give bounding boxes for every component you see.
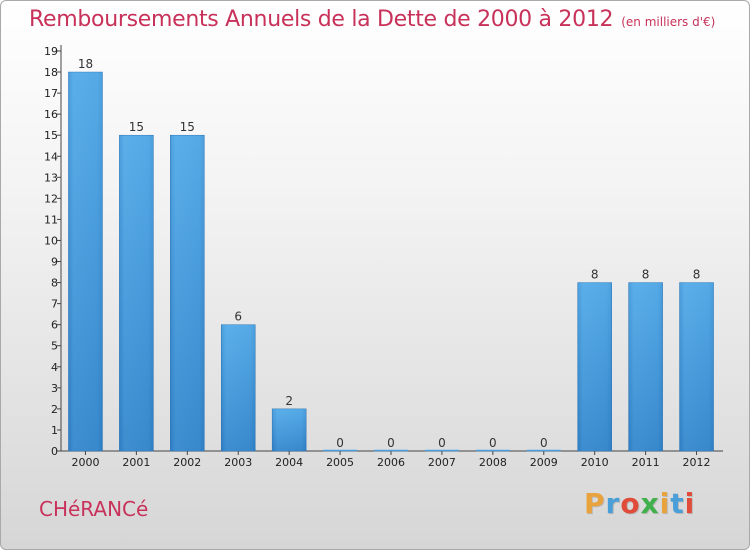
y-tick-label: 9 [51,256,58,269]
logo-letter: P [584,487,606,520]
bar-value-label: 0 [387,436,395,450]
bar-value-label: 15 [129,120,144,134]
y-tick-label: 13 [44,171,58,184]
x-tick-label: 2012 [683,456,711,469]
logo-letter: o [620,487,641,520]
bar-shine [272,408,307,451]
y-tick-label: 12 [44,192,58,205]
bar-shine [119,135,154,452]
x-tick-label: 2000 [71,456,99,469]
bar-shine [679,282,714,451]
chart-title-text: Remboursements Annuels de la Dette de 20… [29,7,614,32]
bar-value-label: 2 [285,394,293,408]
chart-labels: 18 15 15 6 2 0 0 0 0 0 8 8 8 [78,57,701,450]
logo-letter: r [605,487,621,520]
y-tick-label: 7 [51,298,58,311]
y-tick-label: 8 [51,277,58,290]
x-tick-label: 2003 [224,456,252,469]
chart-bars [68,71,714,452]
y-tick-label: 11 [44,213,58,226]
chart-title: Remboursements Annuels de la Dette de 20… [29,7,715,32]
proxiti-logo: Proxiti [584,487,695,520]
bar-value-label: 8 [642,268,650,282]
y-tick-label: 16 [44,108,58,121]
y-tick-label: 2 [51,403,58,416]
y-tick-label: 0 [51,445,58,458]
x-tick-label: 2006 [377,456,405,469]
x-tick-label: 2005 [326,456,354,469]
bar-value-label: 8 [693,268,701,282]
logo-letter: x [640,487,660,520]
y-tick-label: 15 [44,129,58,142]
bar-shine [221,324,256,451]
y-tick-label: 19 [44,45,58,58]
bar-value-label: 0 [489,436,497,450]
x-tick-label: 2004 [275,456,303,469]
bar-value-label: 15 [180,120,195,134]
bar-value-label: 6 [234,310,242,324]
logo-letter: i [659,487,671,520]
y-tick-label: 1 [51,424,58,437]
x-tick-label: 2009 [530,456,558,469]
logo-letter: i [684,487,696,520]
bar-shine [577,282,612,451]
x-tick-label: 2007 [428,456,456,469]
y-tick-label: 18 [44,66,58,79]
bar-value-label: 0 [336,436,344,450]
x-tick-label: 2008 [479,456,507,469]
x-tick-label: 2001 [122,456,150,469]
bar-value-label: 0 [540,436,548,450]
bar-shine [628,282,663,451]
chart-subtitle: (en milliers d'€) [621,15,716,29]
y-tick-label: 5 [51,340,58,353]
x-tick-label: 2002 [173,456,201,469]
bar-value-label: 18 [78,57,93,71]
y-tick-label: 17 [44,87,58,100]
y-tick-label: 3 [51,382,58,395]
logo-letter: t [670,487,685,520]
y-tick-label: 6 [51,319,58,332]
y-tick-label: 4 [51,361,58,374]
bar-shine [170,135,205,452]
y-tick-label: 14 [44,150,58,163]
bar-value-label: 0 [438,436,446,450]
x-tick-label: 2010 [581,456,609,469]
bar-value-label: 8 [591,268,599,282]
commune-name: CHéRANCé [39,497,149,521]
bar-shine [68,72,103,451]
y-tick-label: 10 [44,234,58,247]
x-tick-label: 2011 [632,456,660,469]
